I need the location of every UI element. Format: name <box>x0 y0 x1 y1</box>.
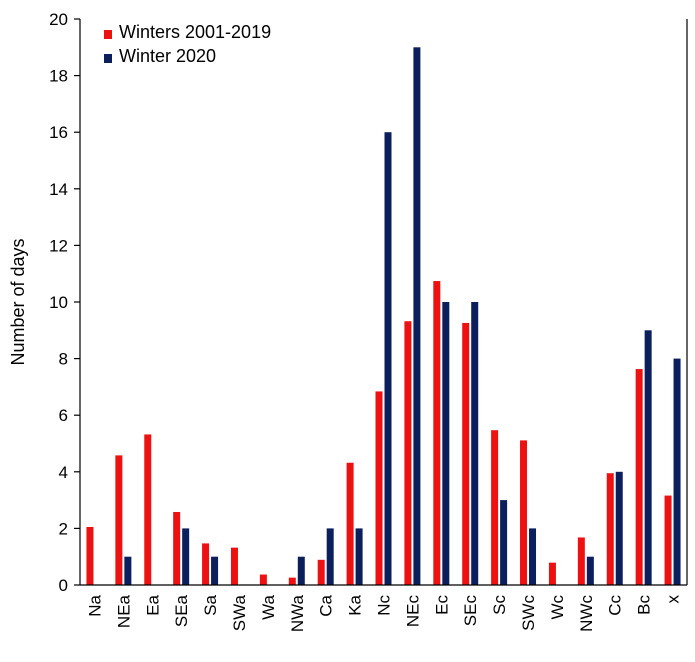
legend-swatch <box>104 54 112 63</box>
y-axis-title: Number of days <box>8 238 28 365</box>
bar-winter-2020-nc <box>384 132 392 585</box>
axes-group <box>79 19 688 586</box>
bar-winter-2020-ec <box>442 302 450 585</box>
bar-winters-2001-2019-nea <box>115 455 123 585</box>
x-tick-label: Ea <box>143 594 162 615</box>
x-tick-label: Sc <box>490 595 509 615</box>
x-tick-label: NWc <box>577 595 596 632</box>
bar-winters-2001-2019-x <box>664 495 672 585</box>
x-tick-label: Sa <box>201 594 220 615</box>
bar-winters-2001-2019-bc <box>635 369 643 585</box>
bar-winters-2001-2019-ca <box>317 559 325 585</box>
bar-winter-2020-cc <box>615 471 623 585</box>
bar-winters-2001-2019-nc <box>375 391 383 585</box>
y-tick-label: 18 <box>49 67 68 86</box>
bar-winter-2020-nwc <box>586 556 594 585</box>
bar-winters-2001-2019-sec <box>462 322 470 585</box>
y-tick-label: 8 <box>59 350 68 369</box>
bar-winter-2020-nec <box>413 47 421 586</box>
bar-winter-2020-sa <box>211 556 219 585</box>
x-tick-label: NWa <box>288 594 307 632</box>
x-tick-label: Wc <box>548 595 567 620</box>
bar-winter-2020-nwa <box>297 556 305 585</box>
y-tick-label: 14 <box>49 180 68 199</box>
x-tick-label: SEa <box>172 594 191 627</box>
bar-winter-2020-ca <box>326 528 334 585</box>
x-tick-label: SEc <box>461 595 480 627</box>
bar-winter-2020-sc <box>500 500 508 585</box>
bar-winter-2020-nea <box>124 556 132 585</box>
x-tick-label: Wa <box>259 594 278 619</box>
bar-winter-2020-ka <box>355 528 363 585</box>
bar-winters-2001-2019-ea <box>144 434 152 585</box>
bar-winter-2020-x <box>673 358 681 585</box>
legend: Winters 2001-2019 Winter 2020 <box>104 22 271 66</box>
bar-winters-2001-2019-sea <box>173 511 181 585</box>
x-tick-label: Cc <box>606 595 625 616</box>
bar-winters-2001-2019-swc <box>520 440 528 585</box>
bar-winter-2020-bc <box>644 330 652 585</box>
x-tick-label: Nc <box>375 595 394 616</box>
bar-winters-2001-2019-na <box>86 526 94 585</box>
bar-winters-2001-2019-nec <box>404 321 412 585</box>
y-tick-label: 10 <box>49 293 68 312</box>
bar-winter-2020-sea <box>182 528 190 585</box>
y-tick-label: 0 <box>59 576 68 595</box>
bar-winters-2001-2019-wa <box>259 574 267 585</box>
legend-label: Winters 2001-2019 <box>119 22 271 42</box>
y-tick-label: 4 <box>59 463 68 482</box>
x-tick-label: SWa <box>230 594 249 631</box>
bar-winters-2001-2019-sa <box>202 543 210 585</box>
y-tick-label: 2 <box>59 519 68 538</box>
x-tick-label: x <box>664 595 683 604</box>
y-tick-label: 16 <box>49 123 68 142</box>
y-tick-label: 20 <box>49 10 68 29</box>
y-ticks-group: 0 2 4 6 8 10 12 14 16 18 20 <box>49 10 80 595</box>
bar-winters-2001-2019-nwa <box>288 577 296 585</box>
x-tick-label: SWc <box>519 595 538 631</box>
y-tick-label: 12 <box>49 236 68 255</box>
bar-winters-2001-2019-cc <box>606 473 614 585</box>
x-tick-label: Na <box>85 594 104 616</box>
bars-group <box>86 47 681 586</box>
x-ticks-group: Na NEa Ea SEa Sa SWa Wa NWa Ca Ka Nc NEc Ec SEc Sc SWc W… <box>85 594 682 632</box>
x-tick-label: Ec <box>432 595 451 615</box>
x-tick-label: Bc <box>635 595 654 615</box>
bar-winters-2001-2019-ka <box>346 462 354 585</box>
bar-winters-2001-2019-swa <box>230 547 238 585</box>
legend-swatch <box>104 30 112 39</box>
bar-winters-2001-2019-wc <box>548 562 556 585</box>
legend-label: Winter 2020 <box>119 46 216 66</box>
bar-winter-2020-swc <box>529 528 537 585</box>
x-tick-label: Ka <box>346 594 365 615</box>
bar-winter-2020-sec <box>471 302 479 585</box>
bar-winters-2001-2019-nwc <box>577 537 585 585</box>
x-tick-label: NEa <box>114 594 133 628</box>
bar-winters-2001-2019-sc <box>491 430 499 585</box>
x-tick-label: NEc <box>403 595 422 628</box>
bar-winters-2001-2019-ec <box>433 281 441 585</box>
x-tick-label: Ca <box>317 594 336 616</box>
y-tick-label: 6 <box>59 406 68 425</box>
